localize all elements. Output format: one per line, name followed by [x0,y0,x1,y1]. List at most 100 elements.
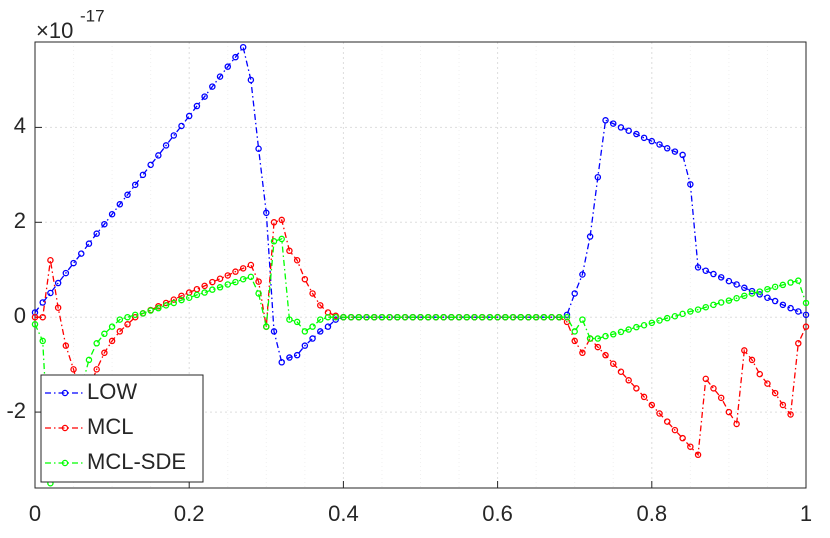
marker [255,290,262,297]
marker [679,310,686,318]
marker [201,282,208,290]
plot-frame [34,41,807,489]
marker [471,313,478,321]
marker [170,132,178,139]
marker [317,328,324,335]
marker [162,302,170,309]
y-multiplier-exponent: -17 [80,6,105,25]
x-tick-label: 0.8 [637,501,668,526]
marker [795,308,802,315]
marker [85,240,93,247]
marker [131,311,139,319]
marker [239,43,247,51]
marker [155,152,162,159]
legend-marker [61,459,69,467]
y-multiplier-base: ×10 [36,18,73,43]
marker [571,337,578,345]
marker [317,316,324,323]
marker [209,83,216,90]
marker [640,134,648,142]
marker [486,313,494,321]
marker [47,289,54,297]
series-line [34,45,807,364]
marker [795,340,802,347]
marker [340,313,347,321]
marker [216,275,224,283]
marker [586,233,594,240]
marker [131,181,139,189]
marker [309,290,316,297]
marker [255,278,262,285]
marker [255,145,262,153]
marker [124,191,131,199]
marker [424,313,432,321]
marker [725,297,733,304]
marker [31,321,39,328]
marker [193,291,201,299]
marker [733,294,740,302]
marker [517,313,524,321]
marker [687,443,694,450]
marker [725,408,733,416]
marker [640,393,648,401]
marker [178,296,185,304]
marker [540,313,548,321]
marker [617,328,625,336]
x-tick-label: 0.2 [174,501,205,526]
marker [70,366,77,373]
marker [802,323,810,330]
marker [694,306,702,313]
marker [93,230,100,237]
marker [663,145,671,152]
marker [54,304,62,311]
marker [671,312,679,320]
legend: LOW MCL MCL-SDE [40,374,204,483]
marker [62,342,70,349]
legend-marker [61,424,69,432]
marker [463,313,471,321]
marker [717,394,725,402]
marker [432,313,440,321]
marker [293,257,301,264]
series [31,235,810,487]
marker [779,281,787,289]
marker [101,330,108,338]
marker [509,313,517,321]
marker [494,313,501,321]
marker [124,321,131,328]
marker [787,304,794,312]
marker [756,288,763,295]
marker [687,181,694,188]
marker [741,284,748,292]
marker [263,209,270,217]
marker [155,304,162,312]
marker [617,124,625,131]
marker [594,173,602,181]
marker [278,359,285,366]
marker [39,313,46,321]
marker [85,356,93,364]
marker [347,313,355,321]
marker [478,313,486,321]
marker [648,137,656,145]
marker [116,201,124,208]
marker [209,286,216,293]
marker [409,313,417,321]
marker [216,73,224,80]
marker [771,283,779,291]
legend-marker [61,389,69,397]
marker [741,347,748,354]
marker [124,313,131,321]
marker [710,385,717,392]
marker [440,313,447,321]
marker [278,235,285,243]
marker [116,316,124,323]
marker [247,273,255,281]
marker [324,323,332,330]
marker [301,328,309,335]
marker [324,313,332,321]
marker [70,259,77,267]
y-tick-label: 2 [14,208,26,233]
x-tick-label: 0 [29,501,41,526]
marker [579,349,586,357]
